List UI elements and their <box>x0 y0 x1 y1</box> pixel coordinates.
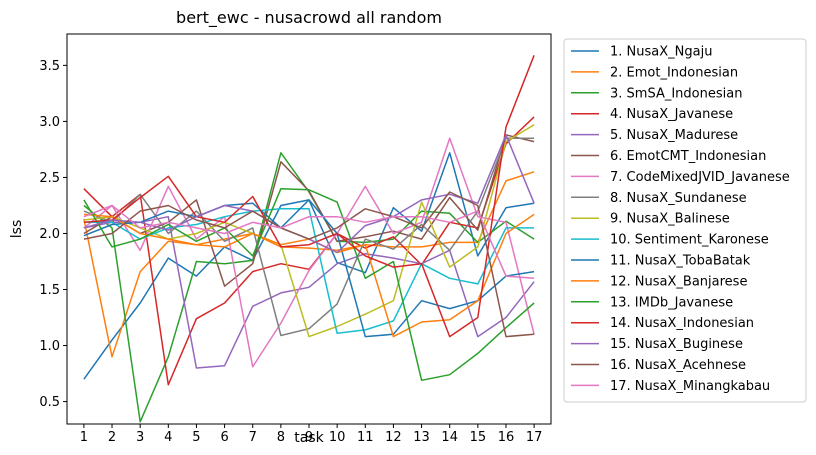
legend-label: 6. EmotCMT_Indonesian <box>610 149 766 164</box>
x-tick-label: 4 <box>164 430 172 445</box>
y-tick-label: 3.0 <box>39 115 60 130</box>
x-tick-label: 14 <box>441 430 458 445</box>
x-tick-label: 10 <box>329 430 346 445</box>
y-tick-label: 1.5 <box>39 283 60 298</box>
legend-label: 4. NusaX_Javanese <box>610 107 733 122</box>
legend-label: 1. NusaX_Ngaju <box>610 45 712 60</box>
legend-frame <box>563 38 807 403</box>
series-line-5 <box>83 215 535 369</box>
x-tick-label: 16 <box>498 430 515 445</box>
legend-label: 15. NusaX_Buginese <box>610 337 743 352</box>
x-tick-label: 7 <box>249 430 257 445</box>
y-axis: 0.5 1.0 1.5 2.0 2.5 3.0 3.5 <box>39 59 67 410</box>
legend-label: 14. NusaX_Indonesian <box>610 316 754 331</box>
legend-label: 7. CodeMixedJVID_Javanese <box>610 170 790 185</box>
plot-lines <box>83 55 535 423</box>
legend: 1. NusaX_Ngaju 2. Emot_Indonesian 3. SmSA_… <box>563 38 807 403</box>
x-tick-label: 15 <box>470 430 487 445</box>
y-tick-label: 3.5 <box>39 59 60 74</box>
series-line-9 <box>83 124 535 338</box>
legend-label: 9. NusaX_Balinese <box>610 212 730 227</box>
series-line-2 <box>83 171 535 358</box>
series-line-11 <box>83 199 535 338</box>
y-tick-label: 2.5 <box>39 171 60 186</box>
legend-label: 13. IMDb_Javanese <box>610 295 733 310</box>
x-tick-label: 11 <box>357 430 374 445</box>
legend-label: 12. NusaX_Banjarese <box>610 274 747 289</box>
y-axis-title: lss <box>9 220 25 238</box>
x-tick-label: 9 <box>305 430 313 445</box>
x-tick-label: 6 <box>220 430 228 445</box>
legend-label: 3. SmSA_Indonesian <box>610 86 742 101</box>
y-tick-label: 0.5 <box>39 395 60 410</box>
legend-label: 11. NusaX_TobaBatak <box>610 254 751 269</box>
y-tick-label: 1.0 <box>39 339 60 354</box>
legend-label: 17. NusaX_Minangkabau <box>610 379 770 394</box>
legend-label: 8. NusaX_Sundanese <box>610 191 747 206</box>
x-tick-label: 12 <box>385 430 402 445</box>
legend-label: 5. NusaX_Madurese <box>610 128 738 143</box>
series-line-17 <box>83 204 535 280</box>
legend-label: 10. Sentiment_Karonese <box>610 233 769 248</box>
legend-label: 16. NusaX_Acehnese <box>610 358 746 373</box>
series-line-6 <box>83 134 535 287</box>
x-axis: 1 2 3 4 5 6 7 8 9 10 11 12 13 14 15 16 17 <box>80 424 543 445</box>
legend-items: 1. NusaX_Ngaju 2. Emot_Indonesian 3. SmSA_… <box>571 45 790 394</box>
x-tick-label: 3 <box>136 430 144 445</box>
series-line-13 <box>83 187 535 382</box>
series-line-8 <box>83 137 535 337</box>
series-line-10 <box>83 208 535 334</box>
x-tick-label: 1 <box>80 430 88 445</box>
x-axis-title: task <box>294 430 324 446</box>
x-tick-label: 13 <box>413 430 430 445</box>
series-line-16 <box>83 191 535 338</box>
x-tick-label: 8 <box>277 430 285 445</box>
x-tick-label: 5 <box>192 430 200 445</box>
x-tick-label: 17 <box>526 430 543 445</box>
legend-label: 2. Emot_Indonesian <box>610 65 738 80</box>
y-tick-label: 2.0 <box>39 227 60 242</box>
x-tick-label: 2 <box>108 430 116 445</box>
series-line-14 <box>83 55 535 338</box>
chart-title: bert_ewc - nusacrowd all random <box>176 8 442 28</box>
